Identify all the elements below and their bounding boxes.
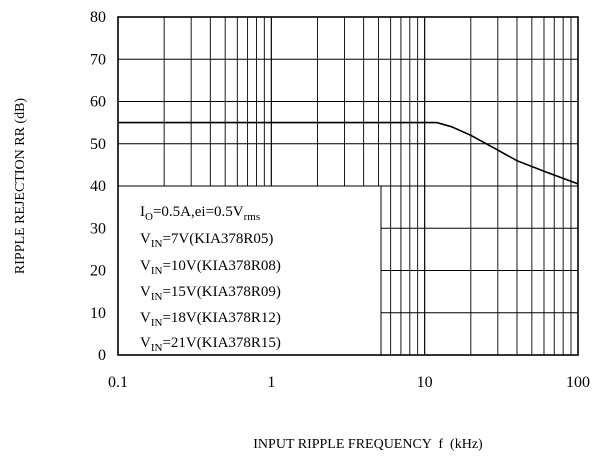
y-tick-label: 80 bbox=[90, 9, 106, 26]
legend-entry-text: =7V(KIA378R05) bbox=[162, 231, 273, 247]
legend-entry-symbol: I bbox=[140, 204, 145, 220]
x-tick-label: 0.1 bbox=[108, 374, 128, 391]
legend-entry-subscript: rms bbox=[244, 211, 261, 223]
legend-entry: VIN=10V(KIA378R08) bbox=[140, 258, 281, 277]
legend-entry-text: =10V(KIA378R08) bbox=[162, 258, 280, 274]
legend-entry-text: =18V(KIA378R12) bbox=[162, 310, 280, 326]
y-tick-label: 60 bbox=[90, 94, 106, 111]
y-tick-label: 10 bbox=[90, 305, 106, 322]
legend-entry: VIN=7V(KIA378R05) bbox=[140, 231, 273, 250]
series-line bbox=[118, 121, 579, 185]
legend-entry-symbol: V bbox=[140, 258, 151, 274]
legend-entry-subscript: IN bbox=[151, 238, 163, 250]
y-axis-label: RIPPLE REJECTION RR (dB) bbox=[13, 98, 28, 275]
legend-entry-symbol: V bbox=[140, 310, 151, 326]
x-tick-label: 100 bbox=[566, 374, 590, 391]
legend-entry: VIN=21V(KIA378R15) bbox=[140, 335, 281, 354]
legend-entry-subscript: IN bbox=[151, 317, 163, 329]
legend-entry-text: =0.5A,ei=0.5V bbox=[153, 204, 244, 220]
y-tick-label: 0 bbox=[98, 347, 106, 364]
legend-entry: VIN=18V(KIA378R12) bbox=[140, 310, 281, 329]
x-tick-label: 1 bbox=[267, 374, 275, 391]
legend-entry-symbol: V bbox=[140, 335, 151, 351]
legend: IO=0.5A,ei=0.5VrmsVIN=7V(KIA378R05)VIN=1… bbox=[140, 204, 281, 354]
legend-entry-subscript: IN bbox=[151, 291, 163, 303]
legend-entry-subscript: O bbox=[145, 211, 153, 223]
y-tick-label: 70 bbox=[90, 51, 106, 68]
tick-labels: 0 10 20 30 40 50 60 70 80 0.1 1 10 100 bbox=[90, 9, 590, 391]
legend-entry-symbol: V bbox=[140, 231, 151, 247]
y-tick-label: 30 bbox=[90, 220, 106, 237]
legend-entry-text: =15V(KIA378R09) bbox=[162, 284, 280, 300]
x-tick-label: 10 bbox=[417, 374, 433, 391]
x-axis-label: INPUT RIPPLE FREQUENCY f (kHz) bbox=[253, 437, 483, 452]
legend-entry-subscript: IN bbox=[151, 265, 163, 277]
plot-frame bbox=[117, 16, 579, 356]
y-tick-label: 40 bbox=[90, 178, 106, 195]
legend-entry-text: =21V(KIA378R15) bbox=[162, 335, 280, 351]
y-tick-label: 20 bbox=[90, 263, 106, 280]
legend-entry: IO=0.5A,ei=0.5Vrms bbox=[140, 204, 260, 223]
legend-entry-symbol: V bbox=[140, 284, 151, 300]
legend-entry: VIN=15V(KIA378R09) bbox=[140, 284, 281, 303]
y-tick-label: 50 bbox=[90, 136, 106, 153]
legend-entry-subscript: IN bbox=[151, 342, 163, 354]
legend-box bbox=[117, 185, 382, 356]
